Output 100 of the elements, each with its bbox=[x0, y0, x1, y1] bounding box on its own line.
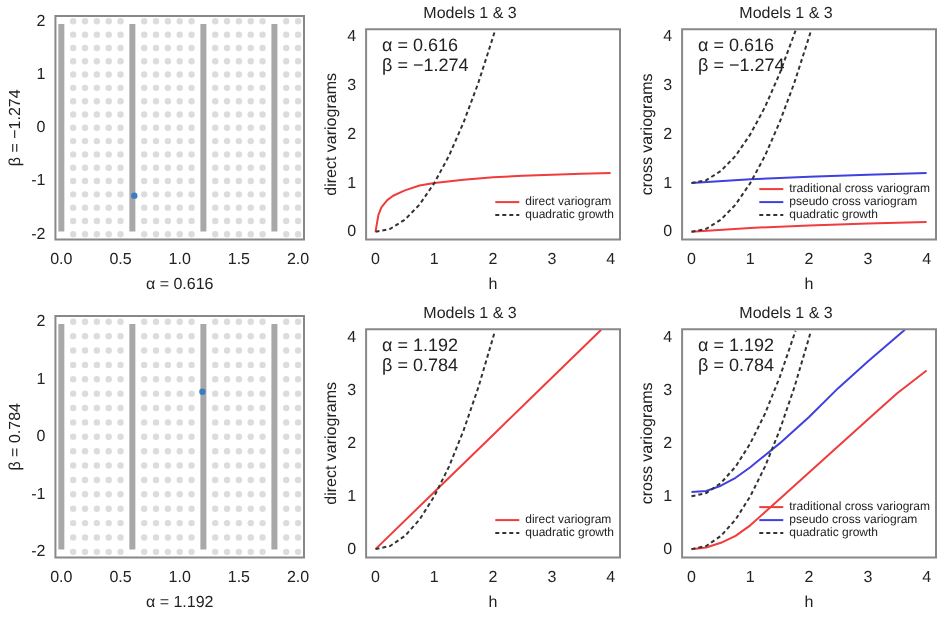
point bbox=[81, 58, 89, 65]
point bbox=[223, 111, 231, 118]
point bbox=[259, 137, 266, 145]
point bbox=[152, 217, 160, 225]
point bbox=[69, 231, 77, 238]
point bbox=[188, 376, 195, 383]
y-tick-label: 2 bbox=[36, 312, 47, 331]
point bbox=[164, 124, 172, 131]
point bbox=[259, 491, 266, 498]
point bbox=[141, 217, 148, 225]
point bbox=[223, 347, 231, 354]
point bbox=[247, 390, 254, 397]
point bbox=[223, 462, 231, 469]
y-tick-label: 2 bbox=[347, 124, 358, 143]
chart-title: Models 1 & 3 bbox=[739, 4, 834, 23]
point bbox=[176, 361, 183, 369]
point bbox=[283, 217, 290, 225]
point bbox=[259, 84, 266, 92]
point bbox=[212, 151, 219, 158]
point bbox=[69, 447, 77, 455]
point bbox=[117, 548, 124, 556]
point bbox=[117, 58, 124, 65]
point bbox=[152, 71, 160, 78]
point bbox=[93, 404, 101, 412]
point bbox=[81, 111, 89, 118]
point bbox=[81, 347, 89, 354]
point bbox=[212, 433, 219, 440]
point bbox=[164, 111, 172, 118]
point bbox=[188, 58, 195, 65]
x-tick-label: 0 bbox=[371, 567, 382, 586]
point bbox=[176, 534, 183, 541]
point bbox=[176, 491, 183, 498]
point bbox=[81, 390, 89, 397]
point bbox=[223, 390, 231, 397]
point bbox=[152, 84, 160, 92]
point bbox=[235, 447, 243, 455]
y-tick-label: 0 bbox=[347, 222, 358, 241]
point bbox=[235, 177, 243, 185]
point bbox=[93, 124, 101, 131]
point bbox=[141, 31, 148, 38]
point bbox=[141, 548, 148, 556]
point bbox=[152, 376, 160, 383]
point bbox=[105, 111, 112, 118]
point bbox=[259, 433, 266, 440]
point bbox=[93, 137, 101, 145]
point bbox=[188, 534, 195, 541]
point bbox=[176, 419, 183, 426]
point bbox=[247, 137, 254, 145]
point bbox=[93, 534, 101, 541]
point bbox=[294, 419, 302, 426]
point bbox=[141, 231, 148, 238]
point bbox=[117, 404, 124, 412]
point bbox=[164, 361, 172, 369]
point bbox=[105, 361, 112, 369]
point bbox=[141, 390, 148, 397]
point bbox=[212, 548, 219, 556]
point bbox=[81, 361, 89, 369]
point bbox=[212, 191, 219, 198]
point bbox=[81, 491, 89, 498]
point bbox=[69, 404, 77, 412]
point bbox=[176, 462, 183, 469]
x-tick-label: 2.0 bbox=[286, 567, 311, 586]
point bbox=[93, 361, 101, 369]
point bbox=[117, 71, 124, 78]
line-series bbox=[690, 29, 797, 185]
point bbox=[69, 433, 77, 440]
point bbox=[141, 447, 148, 455]
point bbox=[212, 44, 219, 52]
point bbox=[235, 44, 243, 52]
point bbox=[105, 476, 112, 484]
point bbox=[141, 491, 148, 498]
point bbox=[81, 476, 89, 484]
point bbox=[283, 71, 290, 78]
point bbox=[93, 217, 101, 225]
point bbox=[117, 476, 124, 484]
y-axis-title: cross variograms bbox=[638, 382, 657, 505]
annotation: β = 0.784 bbox=[698, 355, 775, 376]
point bbox=[81, 31, 89, 38]
point bbox=[152, 111, 160, 118]
point bbox=[176, 18, 183, 25]
point bbox=[259, 476, 266, 484]
y-tick-label: 4 bbox=[347, 27, 358, 46]
point bbox=[235, 217, 243, 225]
point bbox=[152, 58, 160, 65]
point bbox=[141, 376, 148, 383]
point bbox=[117, 164, 124, 171]
point bbox=[141, 361, 148, 369]
point bbox=[223, 31, 231, 38]
point bbox=[117, 124, 124, 131]
point bbox=[247, 44, 254, 52]
point bbox=[294, 71, 302, 78]
point bbox=[235, 419, 243, 426]
point bbox=[141, 97, 148, 105]
point bbox=[141, 124, 148, 131]
point bbox=[81, 332, 89, 340]
point bbox=[176, 332, 183, 340]
point bbox=[235, 390, 243, 397]
point bbox=[152, 332, 160, 340]
point bbox=[141, 137, 148, 145]
point bbox=[223, 548, 231, 556]
